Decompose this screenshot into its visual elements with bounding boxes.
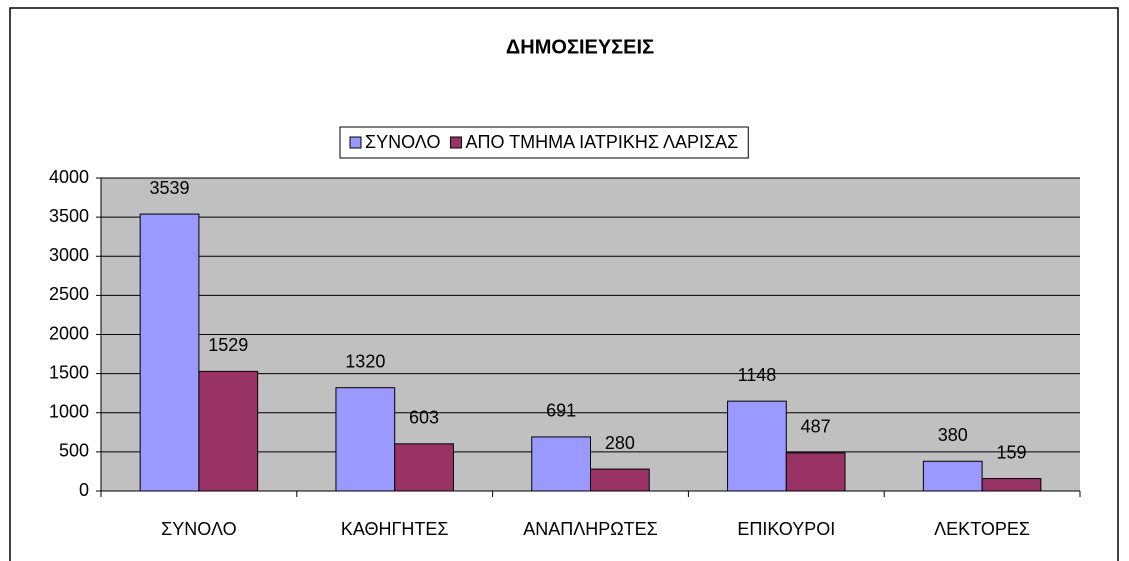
value-label: 691 (546, 401, 576, 421)
value-label: 487 (801, 417, 831, 437)
x-tick-label: ΣΥΝΟΛΟ (161, 519, 236, 539)
legend-label: ΣΥΝΟΛΟ (365, 132, 440, 152)
bar (981, 478, 1042, 492)
value-label: 280 (605, 433, 635, 453)
value-label: 603 (409, 408, 439, 428)
legend-label: ΑΠΟ ΤΜΗΜΑ ΙΑΤΡΙΚΗΣ ΛΑΡΙΣΑΣ (465, 132, 738, 152)
y-tick-label: 2000 (49, 323, 89, 343)
bar (785, 452, 846, 492)
bar (531, 436, 592, 492)
value-label: 1148 (738, 365, 777, 385)
legend: ΣΥΝΟΛΟ ΑΠΟ ΤΜΗΜΑ ΙΑΤΡΙΚΗΣ ΛΑΡΙΣΑΣ (339, 126, 749, 159)
value-label: 1529 (208, 335, 248, 355)
x-tick-label: ΕΠΙΚΟΥΡΟΙ (737, 519, 835, 539)
y-tick-label: 2500 (49, 284, 89, 304)
bar (394, 443, 454, 492)
value-label: 380 (938, 425, 968, 445)
chart-title: ΔΗΜΟΣΙΕΥΣΕΙΣ (506, 36, 654, 58)
x-tick-label: ΚΑΘΗΓΗΤΕΣ (341, 519, 449, 539)
value-label: 1320 (345, 351, 385, 371)
y-tick-label: 500 (59, 441, 89, 461)
bar (139, 213, 200, 492)
y-tick-label: 1500 (49, 362, 89, 382)
bar (335, 387, 396, 492)
value-label: 159 (996, 442, 1026, 462)
y-tick-label: 1000 (49, 402, 89, 422)
y-tick-label: 3500 (49, 206, 89, 226)
x-tick-label: ΑΝΑΠΛΗΡΩΤΕΣ (523, 519, 658, 539)
x-tick-label: ΛΕΚΤΟΡΕΣ (934, 519, 1030, 539)
bar (727, 400, 787, 492)
bar (590, 468, 650, 492)
legend-box (339, 126, 749, 159)
value-label: 3539 (150, 178, 190, 198)
bar (922, 460, 983, 492)
legend-swatch (349, 136, 362, 149)
y-tick-label: 4000 (49, 167, 89, 187)
legend-swatch (449, 136, 462, 149)
y-tick-label: 3000 (49, 245, 89, 265)
bar (198, 370, 259, 492)
y-tick-label: 0 (79, 480, 89, 500)
